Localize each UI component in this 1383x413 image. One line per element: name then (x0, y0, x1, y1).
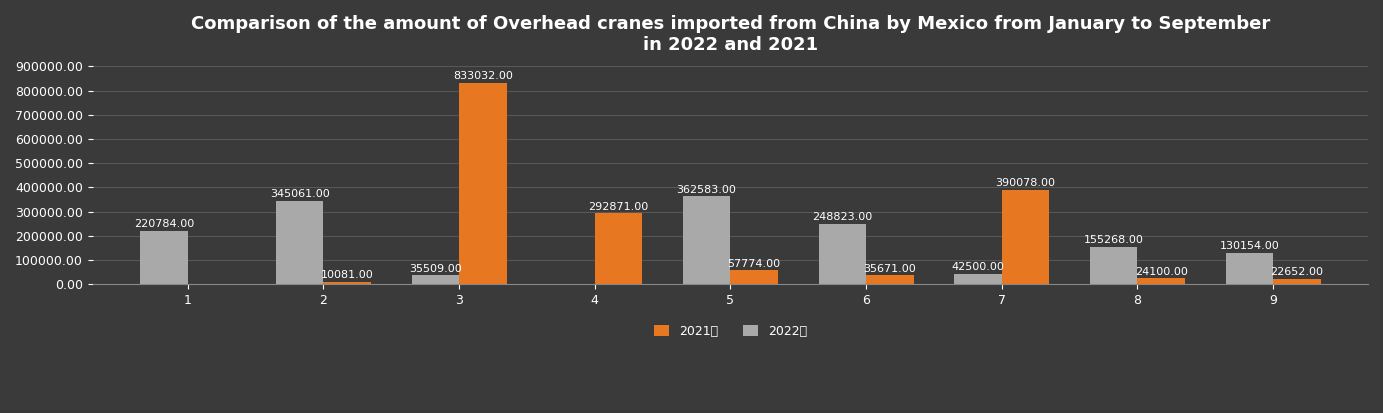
Legend: 2021年, 2022年: 2021年, 2022年 (649, 320, 812, 343)
Text: 220784.00: 220784.00 (134, 219, 194, 229)
Bar (1090, 247, 1137, 284)
Bar (683, 197, 730, 284)
Text: 22652.00: 22652.00 (1270, 267, 1324, 277)
Bar (1001, 190, 1050, 284)
Bar (412, 275, 459, 284)
Text: 35509.00: 35509.00 (409, 264, 462, 274)
Bar (730, 270, 777, 284)
Bar (275, 201, 324, 284)
Text: 155268.00: 155268.00 (1084, 235, 1144, 245)
Bar (324, 282, 371, 284)
Text: 833032.00: 833032.00 (452, 71, 513, 81)
Text: 292871.00: 292871.00 (588, 202, 649, 212)
Text: 35671.00: 35671.00 (863, 264, 916, 274)
Text: 345061.00: 345061.00 (270, 189, 329, 199)
Bar (954, 274, 1001, 284)
Bar (1225, 253, 1272, 284)
Bar (595, 213, 642, 284)
Title: Comparison of the amount of Overhead cranes imported from China by Mexico from J: Comparison of the amount of Overhead cra… (191, 15, 1270, 54)
Bar (1137, 278, 1185, 284)
Text: 42500.00: 42500.00 (952, 262, 1004, 272)
Bar (1272, 279, 1321, 284)
Text: 362583.00: 362583.00 (676, 185, 737, 195)
Bar (819, 224, 866, 284)
Text: 248823.00: 248823.00 (812, 212, 873, 223)
Text: 24100.00: 24100.00 (1134, 267, 1188, 277)
Bar (140, 231, 188, 284)
Text: 130154.00: 130154.00 (1220, 241, 1279, 251)
Text: 10081.00: 10081.00 (321, 270, 373, 280)
Text: 390078.00: 390078.00 (996, 178, 1055, 188)
Bar (459, 83, 506, 284)
Bar (866, 275, 914, 284)
Text: 57774.00: 57774.00 (727, 259, 780, 268)
